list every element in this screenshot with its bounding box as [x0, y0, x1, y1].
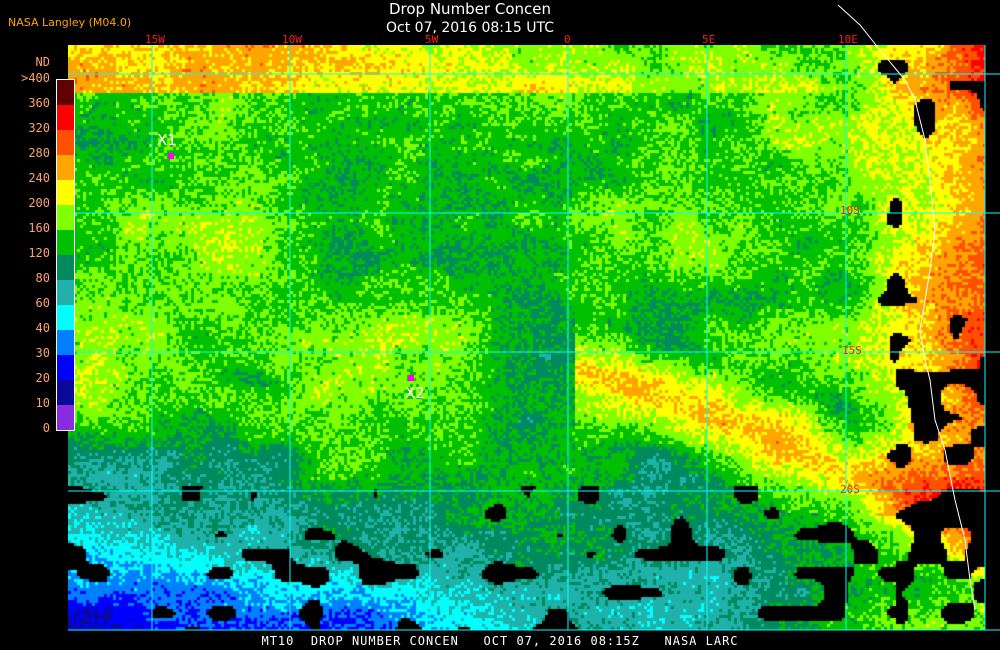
- legend-label: 0: [42, 421, 50, 435]
- coastline: [837, 4, 976, 611]
- legend-label: 20: [35, 371, 50, 385]
- legend-label: 40: [35, 321, 50, 335]
- marker-x2-label: X2: [405, 384, 425, 402]
- legend-swatch: [57, 380, 74, 405]
- lon-label: 5W: [425, 33, 439, 46]
- legend-swatch: [57, 180, 74, 205]
- legend-label: >400: [21, 71, 50, 85]
- legend-label: 280: [28, 146, 50, 160]
- legend-swatch: [57, 405, 74, 430]
- lat-label: 20S: [840, 483, 860, 496]
- lat-label: 10S: [840, 204, 860, 217]
- legend-swatch: [57, 80, 74, 105]
- legend-swatch: [57, 305, 74, 330]
- legend-swatch: [57, 205, 74, 230]
- lon-label: 5E: [702, 33, 716, 46]
- lon-label: 15W: [145, 33, 165, 46]
- lon-label: 10W: [282, 33, 302, 46]
- legend-swatch: [57, 230, 74, 255]
- map-timestamp: Oct 07, 2016 08:15 UTC: [386, 20, 554, 36]
- legend-swatch: [57, 255, 74, 280]
- legend-label: 200: [28, 196, 50, 210]
- legend-label: 120: [28, 246, 50, 260]
- map-title: Drop Number Concen: [388, 0, 552, 18]
- marker-x1-label: X1: [157, 131, 177, 149]
- legend-label: 240: [28, 171, 50, 185]
- legend-label: 80: [35, 271, 50, 285]
- legend-label: 360: [28, 96, 50, 110]
- lon-label: 10E: [838, 33, 858, 46]
- marker-x1: [168, 153, 174, 159]
- legend-label: 30: [35, 346, 50, 360]
- legend-unit: ND: [35, 55, 50, 69]
- lat-label: 15S: [842, 344, 862, 357]
- lon-label: 0: [564, 33, 571, 46]
- legend-label: 10: [35, 396, 50, 410]
- satellite-image: [68, 45, 985, 630]
- legend-swatch: [57, 330, 74, 355]
- legend-swatch: [57, 355, 74, 380]
- legend-swatch: [57, 105, 74, 130]
- legend-swatch: [57, 130, 74, 155]
- source-label: NASA Langley (M04.0): [8, 16, 132, 29]
- legend-swatch: [57, 280, 74, 305]
- marker-x2: [408, 375, 414, 381]
- footer-caption: MT10 DROP NUMBER CONCEN OCT 07, 2016 08:…: [261, 634, 739, 648]
- color-legend: [56, 79, 75, 431]
- legend-swatch: [57, 155, 74, 180]
- legend-label: 320: [28, 121, 50, 135]
- legend-label: 60: [35, 296, 50, 310]
- legend-label: 160: [28, 221, 50, 235]
